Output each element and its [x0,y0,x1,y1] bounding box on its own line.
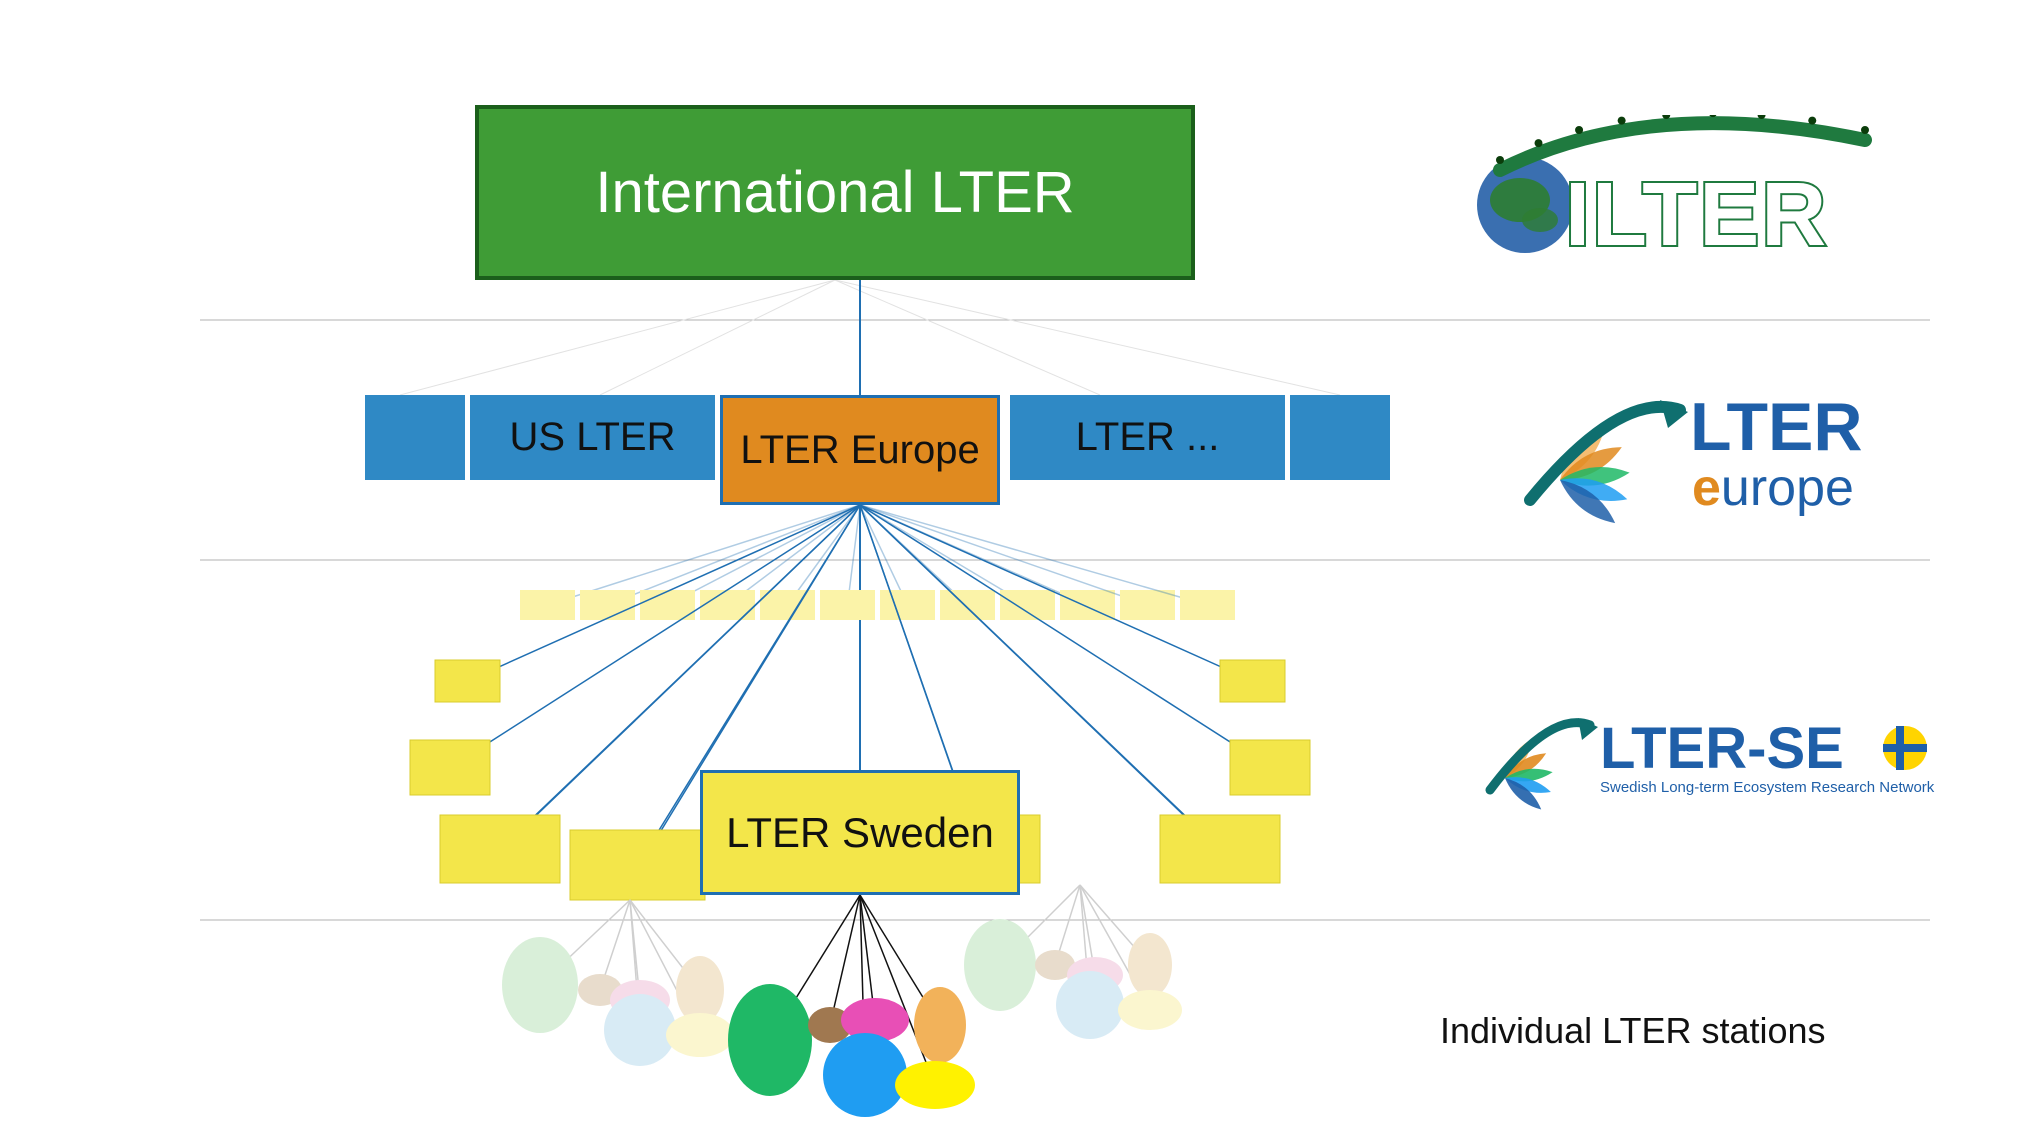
lter-sweden-box: LTER Sweden [700,770,1020,895]
individual-stations-label: Individual LTER stations [1440,1010,1826,1052]
svg-text:ILTER: ILTER [1565,165,1828,265]
lter-se-logo: LTER-SESwedish Long-term Ecosystem Resea… [1450,700,1970,835]
svg-text:LTER: LTER [1690,389,1863,465]
international-lter-box: International LTER [475,105,1195,280]
lter-se-logo-graphic: LTER-SESwedish Long-term Ecosystem Resea… [1450,700,1970,830]
region-label-eu: LTER Europe [740,428,979,473]
region-box-other: LTER ... [1010,395,1285,480]
region-label-other: LTER ... [1076,415,1220,460]
international-lter-label: International LTER [595,159,1074,226]
ilter-logo-graphic: ILTER [1470,115,1910,275]
region-label-us: US LTER [510,415,676,460]
region-box-eu: LTER Europe [720,395,1000,505]
ilter-logo: ILTER [1470,115,1910,280]
svg-text:LTER-SE: LTER-SE [1600,716,1844,781]
region-box-us: US LTER [470,395,715,480]
svg-text:Swedish Long-term Ecosystem Re: Swedish Long-term Ecosystem Research Net… [1600,779,1935,796]
lter-europe-logo: LTEReurope [1470,370,1930,555]
svg-text:europe: europe [1692,459,1854,517]
lter-sweden-label: LTER Sweden [726,809,994,857]
lter-europe-logo-graphic: LTEReurope [1470,370,1930,550]
